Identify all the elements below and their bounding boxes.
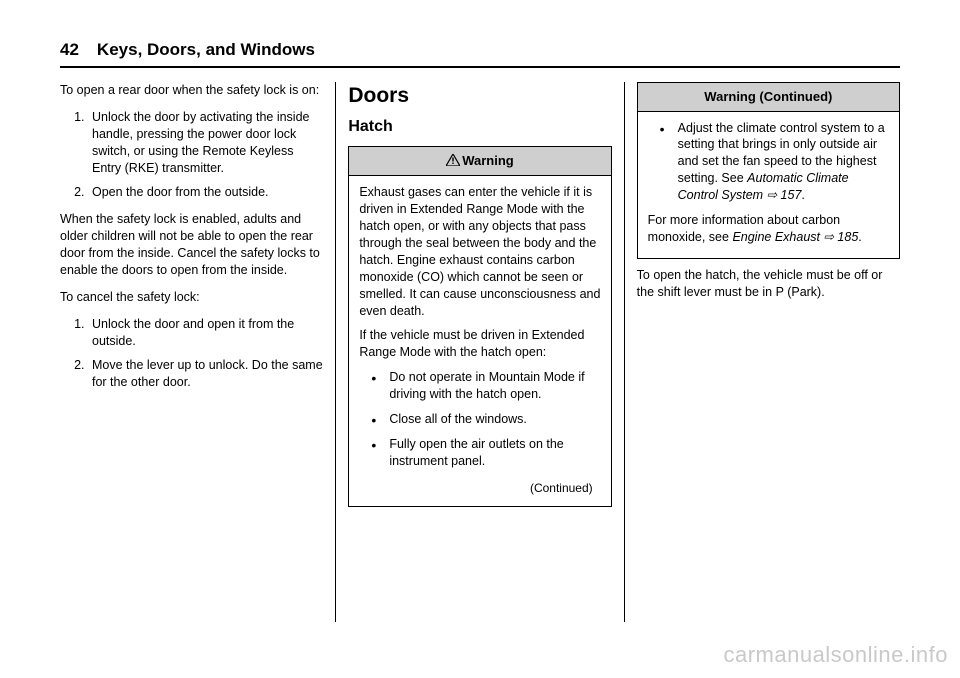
list-item: Fully open the air outlets on the instru… <box>377 436 600 470</box>
chapter-title: Keys, Doors, and Windows <box>97 40 315 60</box>
page-header: 42 Keys, Doors, and Windows <box>60 40 900 68</box>
warning-body: Adjust the climate control system to a s… <box>638 112 899 258</box>
warning-triangle-icon <box>446 153 460 171</box>
continued-label: (Continued) <box>359 478 600 502</box>
paragraph: Exhaust gases can enter the vehicle if i… <box>359 184 600 319</box>
list-item: Open the door from the outside. <box>88 184 323 201</box>
cross-reference: Engine Exhaust <box>732 230 820 244</box>
warning-box: Warning Exhaust gases can enter the vehi… <box>348 146 611 507</box>
warning-body: Exhaust gases can enter the vehicle if i… <box>349 176 610 505</box>
xref-page: 157 <box>777 188 801 202</box>
paragraph: To open the hatch, the vehicle must be o… <box>637 267 900 301</box>
bullet-list: Do not operate in Mountain Mode if drivi… <box>359 369 600 469</box>
ordered-list: Unlock the door by activating the inside… <box>60 109 323 201</box>
paragraph: To open a rear door when the safety lock… <box>60 82 323 99</box>
manual-page: 42 Keys, Doors, and Windows To open a re… <box>0 0 960 678</box>
list-item: Unlock the door by activating the inside… <box>88 109 323 177</box>
column-3: Warning (Continued) Adjust the climate c… <box>625 82 900 622</box>
xref-arrow-icon: ⇨ <box>763 188 777 202</box>
watermark: carmanualsonline.info <box>723 642 948 668</box>
paragraph: For more information about carbon monoxi… <box>648 212 889 246</box>
section-heading-doors: Doors <box>348 82 611 110</box>
content-columns: To open a rear door when the safety lock… <box>60 82 900 622</box>
warning-label: Warning <box>462 153 514 168</box>
list-item: Adjust the climate control system to a s… <box>666 120 889 204</box>
warning-box-continued: Warning (Continued) Adjust the climate c… <box>637 82 900 259</box>
page-number: 42 <box>60 40 79 60</box>
list-item: Unlock the door and open it from the out… <box>88 316 323 350</box>
list-item: Do not operate in Mountain Mode if drivi… <box>377 369 600 403</box>
xref-arrow-icon: ⇨ <box>820 230 834 244</box>
paragraph: When the safety lock is enabled, adults … <box>60 211 323 279</box>
period: . <box>801 188 804 202</box>
xref-page: 185 <box>834 230 858 244</box>
bullet-list: Adjust the climate control system to a s… <box>648 120 889 204</box>
list-item: Close all of the windows. <box>377 411 600 428</box>
ordered-list: Unlock the door and open it from the out… <box>60 316 323 392</box>
column-2: Doors Hatch Warning Exhaust gases can en… <box>336 82 624 622</box>
column-1: To open a rear door when the safety lock… <box>60 82 336 622</box>
period: . <box>858 230 861 244</box>
warning-header: Warning <box>349 147 610 177</box>
list-item: Move the lever up to unlock. Do the same… <box>88 357 323 391</box>
paragraph: To cancel the safety lock: <box>60 289 323 306</box>
paragraph: If the vehicle must be driven in Extende… <box>359 327 600 361</box>
warning-header-continued: Warning (Continued) <box>638 83 899 112</box>
section-heading-hatch: Hatch <box>348 116 611 138</box>
